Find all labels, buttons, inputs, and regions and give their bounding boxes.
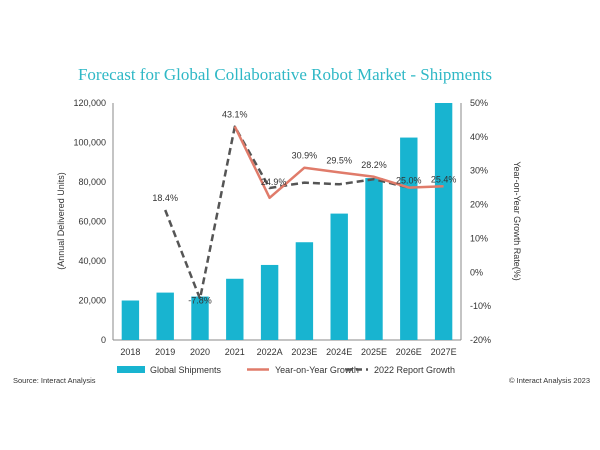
bar: [156, 292, 174, 340]
y2-tick-label: 50%: [470, 98, 488, 108]
y-axis-label: (Annual Delivered Units): [56, 172, 66, 270]
x-tick-label: 2024E: [326, 347, 352, 357]
data-label: -7.8%: [188, 296, 212, 306]
ticks-group: 0 20,000 40,000 60,000 80,000 100,000 120,000 -…: [73, 98, 491, 357]
bar: [330, 213, 348, 340]
data-label: 43.1%: [222, 109, 248, 119]
copyright-note: © Interact Analysis 2023: [509, 376, 590, 385]
source-note: Source: Interact Analysis: [13, 376, 96, 385]
legend-label-2022-report-growth: 2022 Report Growth: [374, 365, 455, 375]
x-tick-label: 2022A: [257, 347, 283, 357]
series-line-yoy-growth: [233, 125, 444, 200]
annotations-group: 43.1% 30.9% 29.5% 28.2% 25.0% 25.4% 18.4% -7.8%…: [152, 109, 456, 305]
y-tick-label: 120,000: [73, 98, 106, 108]
y-tick-label: 60,000: [78, 217, 106, 227]
x-tick-label: 2026E: [396, 347, 422, 357]
bar: [121, 300, 140, 340]
y-tick-label: 0: [101, 335, 106, 345]
x-tick-label: 2019: [155, 347, 175, 357]
x-tick-label: 2018: [120, 347, 140, 357]
chart-title: Forecast for Global Collaborative Robot …: [78, 65, 492, 84]
data-label: 25.0%: [396, 176, 422, 186]
y2-tick-label: 20%: [470, 200, 488, 210]
bar: [365, 178, 383, 340]
x-tick-label: 2021: [225, 347, 245, 357]
y2-tick-label: 0%: [470, 267, 483, 277]
bar: [260, 264, 279, 340]
x-tick-label: 2023E: [291, 347, 317, 357]
bars-group: [121, 103, 453, 340]
y-tick-label: 100,000: [73, 138, 106, 148]
y-tick-label: 20,000: [78, 296, 106, 306]
y2-tick-label: -10%: [470, 301, 491, 311]
bar: [400, 137, 418, 340]
y2-axis-label: Year-on-Year Growth Rate(%): [512, 161, 522, 280]
x-tick-label: 2025E: [361, 347, 387, 357]
y-tick-label: 40,000: [78, 256, 106, 266]
y2-tick-label: 40%: [470, 132, 488, 142]
legend-label-global-shipments: Global Shipments: [150, 365, 222, 375]
y2-tick-label: 30%: [470, 166, 488, 176]
legend-swatch-global-shipments: [117, 366, 145, 373]
bar: [226, 278, 244, 340]
data-label: 18.4%: [152, 193, 178, 203]
x-tick-label: 2020: [190, 347, 210, 357]
legend-label-yoy-growth: Year-on-Year Growth: [275, 365, 359, 375]
y-tick-label: 80,000: [78, 177, 106, 187]
legend: Global Shipments Year-on-Year Growth 202…: [117, 365, 455, 375]
data-label: 25.4%: [431, 174, 457, 184]
lines-group: [164, 125, 444, 300]
x-tick-label: 2027E: [431, 347, 457, 357]
y2-tick-label: 10%: [470, 233, 488, 243]
y2-tick-label: -20%: [470, 335, 491, 345]
data-label: 30.9%: [292, 151, 318, 161]
series-line-2022-report-growth: [164, 125, 410, 300]
data-label: 28.2%: [361, 160, 387, 170]
data-label: 24.9%: [261, 177, 287, 187]
bar: [434, 103, 453, 340]
data-label: 29.5%: [326, 155, 352, 165]
bar: [191, 296, 209, 340]
bar: [295, 242, 314, 340]
